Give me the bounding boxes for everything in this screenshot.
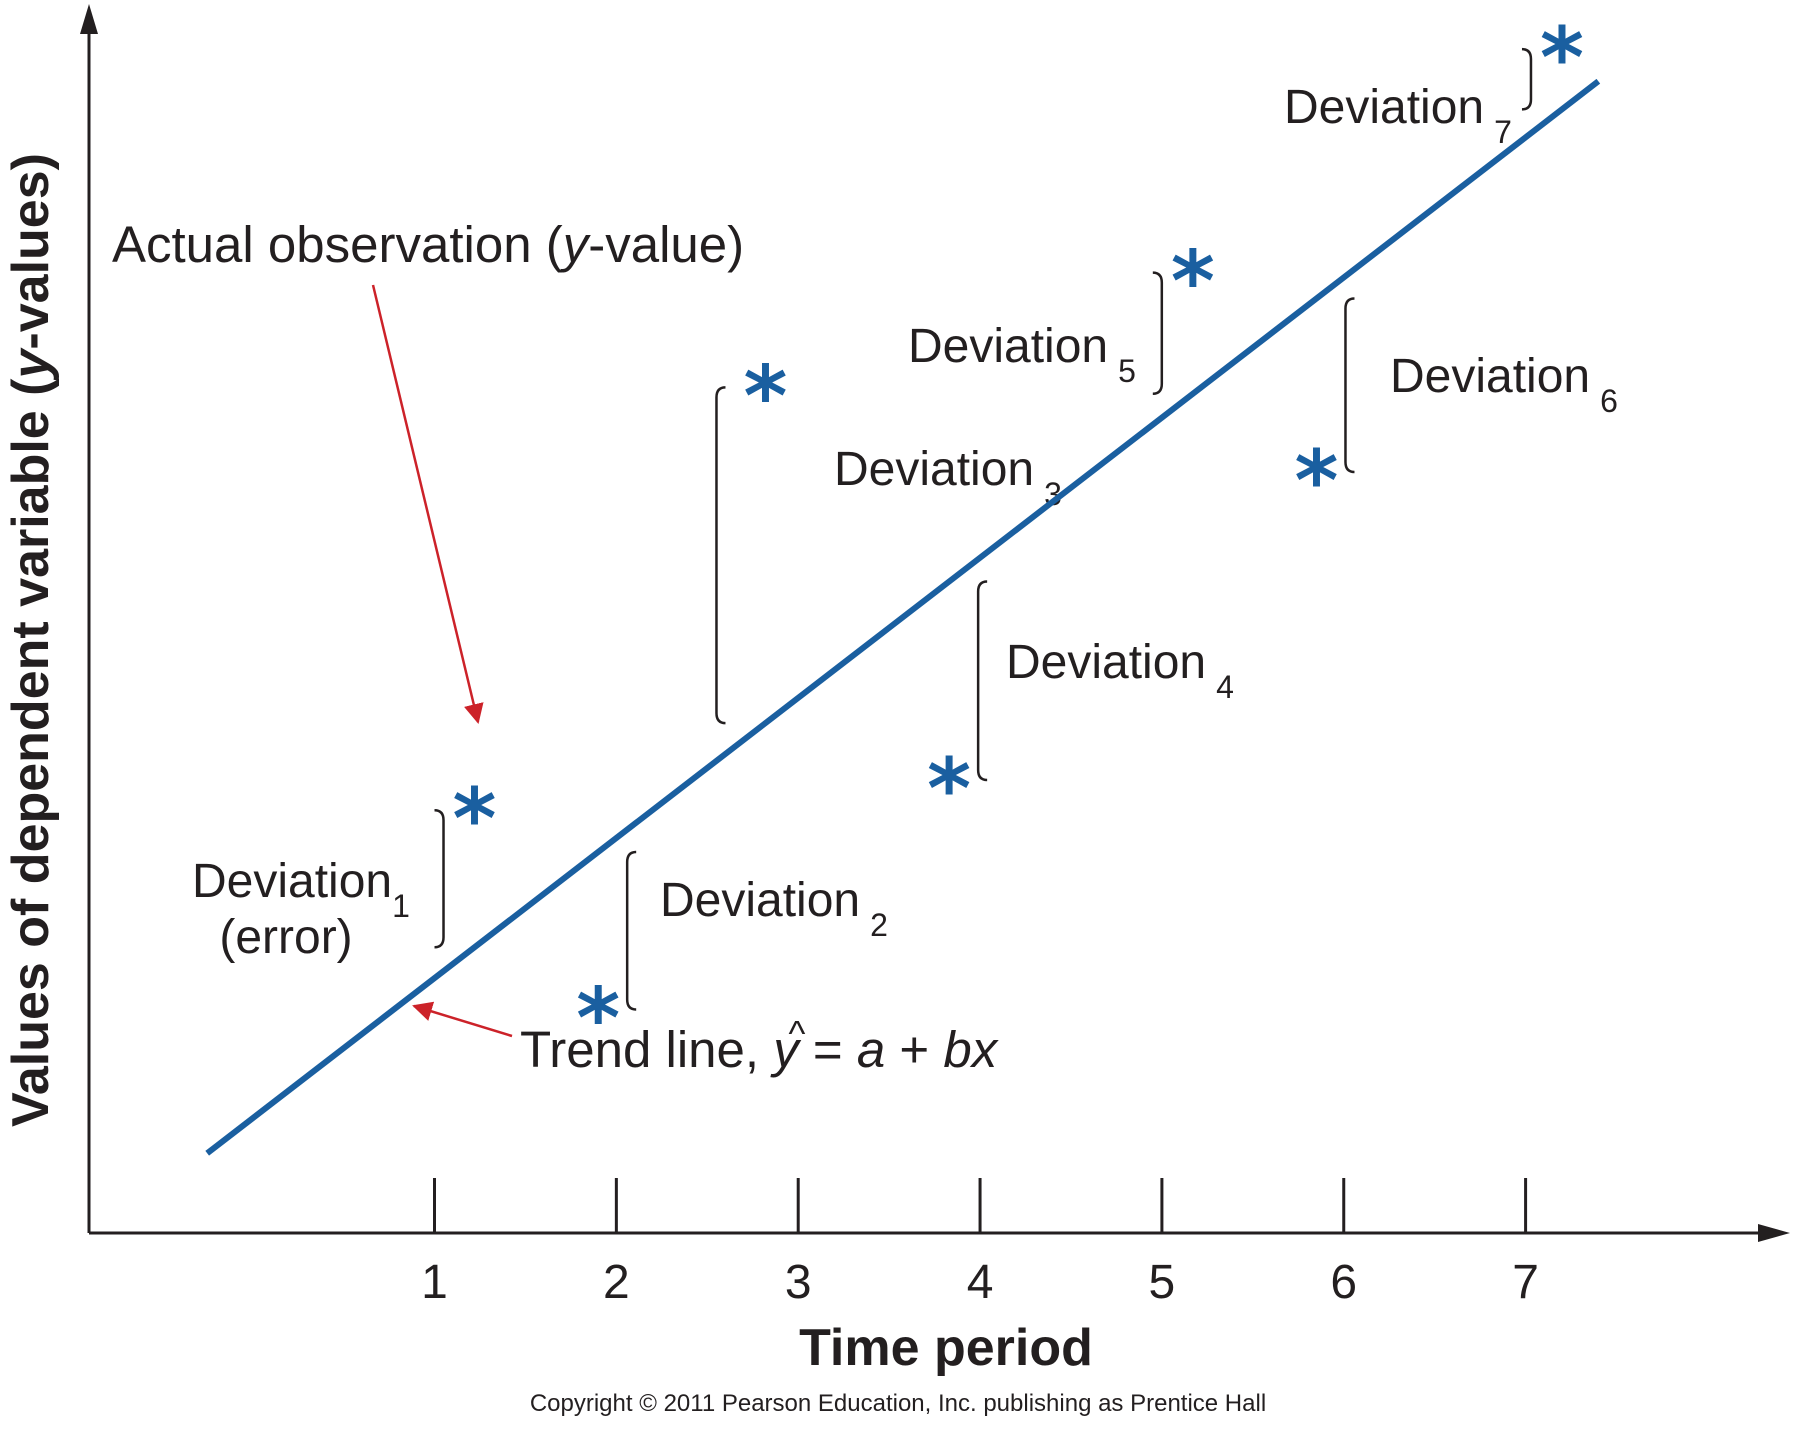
observation-point-7: * bbox=[1540, 9, 1584, 107]
deviation-label-subscript-7: 7 bbox=[1494, 114, 1512, 150]
trend-line-text: Trend line, bbox=[520, 1021, 773, 1078]
actual-observation-label: Actual observation (y-value) bbox=[112, 216, 744, 273]
deviation-label-text-2: Deviation bbox=[660, 874, 860, 927]
trend-line-yhat: y bbox=[770, 1021, 802, 1078]
deviation-label-subscript-1: 1 bbox=[392, 888, 410, 924]
deviation-label-5: Deviation 5 bbox=[908, 320, 1136, 389]
x-axis-arrowhead bbox=[1758, 1224, 1790, 1242]
deviation-bracket-6 bbox=[1344, 297, 1355, 474]
deviation-label-text-3: Deviation bbox=[834, 443, 1034, 496]
trend-line-bx: bx bbox=[943, 1021, 998, 1078]
deviation-1-error-note: (error) bbox=[219, 911, 352, 964]
deviation-label-1: Deviation1 bbox=[192, 855, 410, 924]
trend-line-equals: = bbox=[799, 1021, 857, 1078]
trend-line-a: a bbox=[857, 1021, 885, 1078]
observation-point-4: * bbox=[927, 740, 971, 838]
deviation-label-text-4: Deviation bbox=[1006, 636, 1206, 689]
actual-observation-arrow bbox=[371, 284, 484, 724]
deviation-label-text-1: Deviation bbox=[192, 855, 392, 908]
deviation-label-6: Deviation 6 bbox=[1390, 350, 1618, 419]
axes bbox=[80, 4, 1790, 1242]
deviation-bracket-5 bbox=[1152, 271, 1164, 396]
deviation-label-2: Deviation 2 bbox=[660, 874, 888, 943]
observation-point-2: * bbox=[576, 970, 620, 1068]
x-tick-label-7: 7 bbox=[1512, 1256, 1539, 1309]
deviation-label-4: Deviation 4 bbox=[1006, 636, 1234, 705]
deviation-label-subscript-6: 6 bbox=[1600, 383, 1618, 419]
y-axis-title-part-3: -values) bbox=[2, 153, 60, 350]
x-tick-label-3: 3 bbox=[785, 1256, 812, 1309]
deviation-bracket-3 bbox=[715, 386, 726, 725]
x-axis-ticks: 1 2 3 4 5 6 7 bbox=[421, 1178, 1539, 1309]
y-axis-arrowhead bbox=[80, 4, 98, 34]
observation-points: * * * * * * * bbox=[453, 9, 1584, 1067]
copyright-notice: Copyright © 2011 Pearson Education, Inc.… bbox=[530, 1390, 1266, 1417]
deviation-bracket-2 bbox=[625, 850, 637, 1011]
deviation-bracket-4 bbox=[976, 580, 988, 782]
trend-line-arrow bbox=[412, 1001, 513, 1038]
deviation-label-subscript-5: 5 bbox=[1118, 353, 1136, 389]
x-tick-label-2: 2 bbox=[603, 1256, 630, 1309]
observation-point-6: * bbox=[1295, 432, 1339, 530]
actual-observation-text-2: -value) bbox=[588, 216, 744, 273]
x-tick-label-4: 4 bbox=[967, 1256, 994, 1309]
trend-line-hat: ^ bbox=[789, 1013, 806, 1054]
x-tick-label-1: 1 bbox=[421, 1256, 448, 1309]
deviation-label-subscript-2: 2 bbox=[870, 907, 888, 943]
trend-line-label: Trend line, y = a + bx bbox=[520, 1021, 999, 1078]
trend-line bbox=[205, 78, 1601, 1156]
deviation-label-7: Deviation 7 bbox=[1284, 81, 1512, 150]
actual-observation-text-1: Actual observation ( bbox=[112, 216, 563, 273]
trend-line-plus: + bbox=[885, 1021, 943, 1078]
deviation-label-subscript-4: 4 bbox=[1216, 669, 1234, 705]
x-axis-title: Time period bbox=[799, 1319, 1093, 1377]
observation-point-3: * bbox=[744, 347, 788, 445]
actual-observation-italic: y bbox=[560, 216, 592, 273]
deviation-label-text-7: Deviation bbox=[1284, 81, 1484, 134]
deviation-label-text-5: Deviation bbox=[908, 320, 1108, 373]
deviation-bracket-1 bbox=[434, 808, 445, 949]
y-axis-title: Values of dependent variable (y-values) bbox=[2, 153, 60, 1127]
observation-point-1: * bbox=[453, 770, 497, 868]
deviation-label-text-6: Deviation bbox=[1390, 350, 1590, 403]
x-tick-label-5: 5 bbox=[1149, 1256, 1176, 1309]
observation-point-5: * bbox=[1171, 233, 1215, 331]
deviation-label-3: Deviation 3 bbox=[834, 443, 1062, 512]
y-axis-title-italic: y bbox=[2, 347, 60, 382]
x-tick-label-6: 6 bbox=[1330, 1256, 1357, 1309]
y-axis-title-part-1: Values of dependent variable ( bbox=[2, 378, 60, 1127]
deviation-bracket-7 bbox=[1521, 47, 1533, 111]
